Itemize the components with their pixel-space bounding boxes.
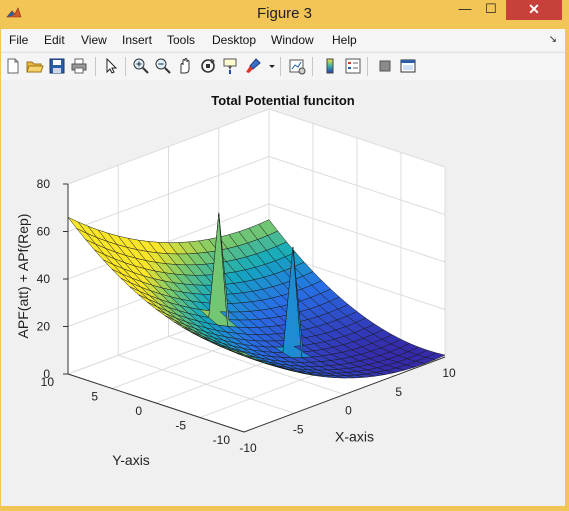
print-icon[interactable] xyxy=(70,57,88,75)
hide-plot-tools-icon[interactable] xyxy=(376,57,394,75)
brush-dropdown-icon[interactable] xyxy=(263,57,275,75)
z-tick-label: 80 xyxy=(37,177,51,191)
y-tick-label: -10 xyxy=(213,433,231,447)
dock-arrow-icon[interactable]: ↘ xyxy=(548,34,557,45)
menu-insert[interactable]: Insert xyxy=(122,33,153,47)
grid-line xyxy=(268,156,446,215)
menu-file[interactable]: File xyxy=(9,33,29,47)
grid-line xyxy=(67,108,270,185)
toolbar-separator xyxy=(125,57,126,76)
zoom-out-icon[interactable] xyxy=(154,57,172,75)
menu-help[interactable]: Help xyxy=(332,33,357,47)
menu-view[interactable]: View xyxy=(81,33,107,47)
rotate-3d-icon[interactable] xyxy=(199,57,217,75)
figure-client-area: File Edit View Insert Tools Desktop Wind… xyxy=(1,29,565,506)
x-tick-label: -10 xyxy=(239,441,257,455)
x-tick-label: 5 xyxy=(395,385,402,399)
y-tick-label: 0 xyxy=(135,404,142,418)
figure-canvas[interactable]: Total Potential funciton 0 20 40 60 80 -10 -5 0… xyxy=(1,80,565,506)
y-axis-label: Y-axis xyxy=(112,452,150,468)
colorbar-icon[interactable] xyxy=(321,57,339,75)
y-tick-label: -5 xyxy=(175,419,186,433)
x-tick-label: -5 xyxy=(293,422,304,436)
minimize-button[interactable]: — xyxy=(458,1,472,16)
menu-window[interactable]: Window xyxy=(271,33,314,47)
menu-edit[interactable]: Edit xyxy=(44,33,65,47)
surface-mesh xyxy=(67,212,446,379)
open-icon[interactable] xyxy=(26,57,44,75)
toolbar-separator xyxy=(367,57,368,76)
z-axis-label: APF(att) + APf(Rep) xyxy=(15,214,31,339)
window-title: Figure 3 xyxy=(256,5,313,22)
show-plot-tools-icon[interactable] xyxy=(399,57,417,75)
window-border xyxy=(0,506,569,511)
x-tick-label: 0 xyxy=(345,404,352,418)
figure-toolbar xyxy=(1,52,565,81)
grid-line xyxy=(67,156,270,232)
x-axis-line xyxy=(243,356,446,433)
surface-axes[interactable]: 0 20 40 60 80 -10 -5 0 5 10 -10 -5 0 5 10 X-axis Y-axi… xyxy=(1,80,565,506)
save-icon[interactable] xyxy=(48,57,66,75)
close-button[interactable]: ✕ xyxy=(506,0,562,20)
y-tick-label: 5 xyxy=(91,390,98,404)
matlab-icon xyxy=(6,6,22,22)
surface-patch xyxy=(425,352,446,360)
data-cursor-icon[interactable] xyxy=(221,57,239,75)
axis-ticks: 0 20 40 60 80 -10 -5 0 5 10 -10 -5 0 5 10 xyxy=(37,177,456,455)
new-figure-icon[interactable] xyxy=(4,57,22,75)
menu-desktop[interactable]: Desktop xyxy=(212,33,257,47)
plot-title: Total Potential funciton xyxy=(211,93,355,108)
toolbar-separator xyxy=(312,57,313,76)
brush-icon[interactable] xyxy=(244,57,262,75)
maximize-button[interactable]: ☐ xyxy=(485,1,497,16)
z-tick-label: 60 xyxy=(37,225,51,239)
z-tick-label: 40 xyxy=(37,272,51,286)
y-tick-label: 10 xyxy=(41,375,55,389)
z-tick-label: 0 xyxy=(43,367,50,381)
toolbar-separator xyxy=(280,57,281,76)
zoom-in-icon[interactable] xyxy=(132,57,150,75)
x-tick-label: 10 xyxy=(442,366,456,380)
legend-icon[interactable] xyxy=(344,57,362,75)
toolbar-separator xyxy=(95,57,96,76)
menu-bar: File Edit View Insert Tools Desktop Wind… xyxy=(1,29,565,51)
link-plot-icon[interactable] xyxy=(288,57,306,75)
grid-line xyxy=(67,203,270,280)
grid-line xyxy=(268,203,446,263)
grid-line xyxy=(268,108,446,168)
z-tick-label: 20 xyxy=(37,320,51,334)
menu-tools[interactable]: Tools xyxy=(167,33,196,47)
y-axis-line xyxy=(67,373,245,433)
x-axis-label: X-axis xyxy=(335,429,374,445)
pan-icon[interactable] xyxy=(176,57,194,75)
title-bar[interactable]: Figure 3 — ☐ ✕ xyxy=(0,0,569,29)
pointer-icon[interactable] xyxy=(102,57,120,75)
